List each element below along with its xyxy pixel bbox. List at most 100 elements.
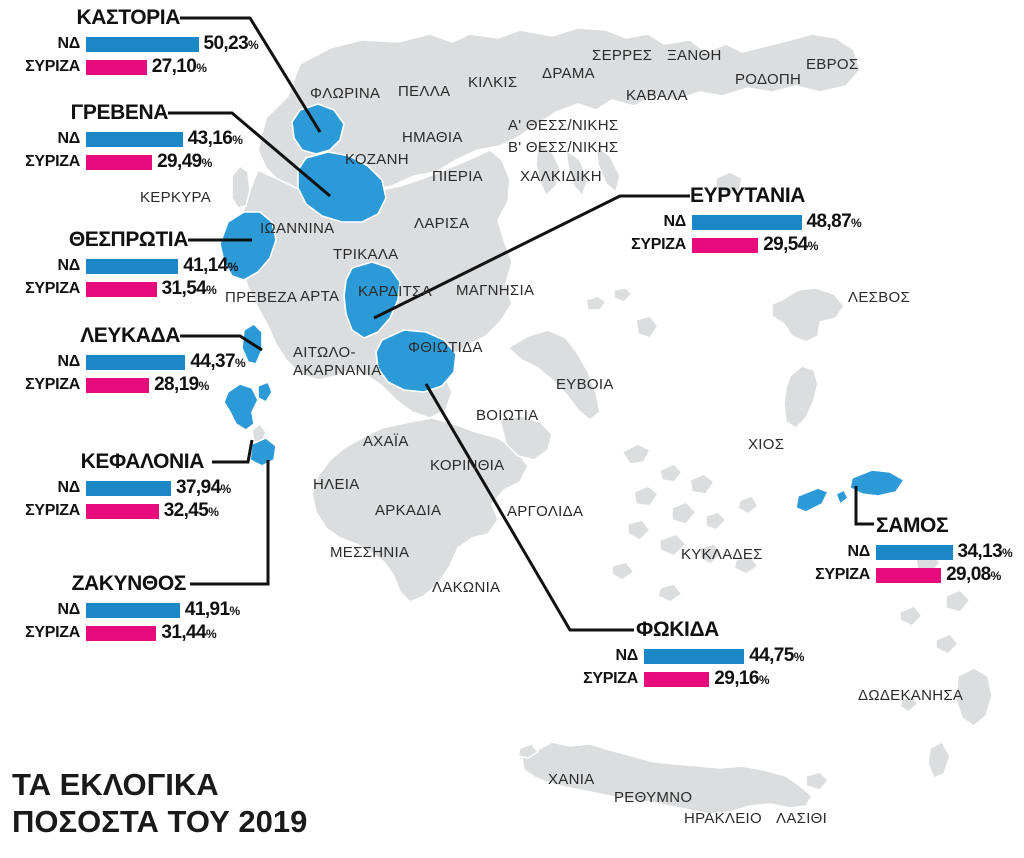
bar-syriza — [86, 377, 150, 393]
value-syriza: 31,54% — [161, 278, 217, 299]
callout-title: ΓΡΕΒΕΝΑ — [70, 101, 169, 124]
region-kyklades-3 — [689, 473, 715, 495]
bar-row-nd: ΝΔ 34,13% — [798, 541, 1013, 562]
party-label-nd: ΝΔ — [57, 601, 81, 618]
region-dodekanisa-rhodes — [955, 667, 993, 727]
callout-kefalonia[interactable]: ΚΕΦΑΛΟΝΙΑ ΝΔ 37,94% ΣΥΡΙΖΑ 32,45% — [8, 450, 231, 524]
bar-row-syriza: ΣΥΡΙΖΑ 27,10% — [8, 56, 258, 77]
region-kyklades-10 — [737, 495, 759, 515]
party-label-syriza: ΣΥΡΙΖΑ — [25, 153, 80, 170]
callout-bars: ΝΔ 41,91% ΣΥΡΙΖΑ 31,44% — [8, 599, 240, 643]
region-kyklades-1 — [621, 443, 651, 465]
value-nd: 43,16% — [187, 128, 243, 149]
region-dodekanisa-3 — [899, 605, 923, 627]
party-label-nd: ΝΔ — [615, 647, 639, 664]
region-evia — [507, 329, 601, 421]
region-dodekanisa-4 — [935, 633, 959, 655]
party-label-syriza: ΣΥΡΙΖΑ — [25, 280, 80, 297]
bar-nd — [644, 648, 745, 664]
callout-lefkada[interactable]: ΛΕΥΚΑΔΑ ΝΔ 44,37% ΣΥΡΙΖΑ 28,19% — [8, 324, 246, 398]
bar-syriza — [876, 567, 942, 583]
callout-kastoria[interactable]: ΚΑΣΤΟΡΙΑ ΝΔ 50,23% ΣΥΡΙΖΑ 27,10% — [8, 6, 259, 80]
callout-title: ΕΥΡΥΤΑΝΙΑ — [690, 184, 806, 207]
bar-row-syriza: ΣΥΡΙΖΑ 29,54% — [614, 234, 861, 255]
callout-grevena[interactable]: ΓΡΕΒΕΝΑ ΝΔ 43,16% ΣΥΡΙΖΑ 29,49% — [8, 101, 243, 175]
value-nd: 44,37% — [190, 351, 246, 372]
region-kyklades-13 — [657, 583, 683, 603]
region-kyklades-8 — [659, 533, 687, 557]
callout-samos[interactable]: ΣΑΜΟΣ ΝΔ 34,13% ΣΥΡΙΖΑ 29,08% — [798, 514, 1013, 588]
value-nd: 48,87% — [806, 211, 862, 232]
party-label-syriza: ΣΥΡΙΖΑ — [25, 376, 80, 393]
party-label-nd: ΝΔ — [57, 130, 81, 147]
bar-syriza — [86, 625, 157, 641]
bar-row-syriza: ΣΥΡΙΖΑ 29,16% — [566, 668, 804, 689]
bar-row-nd: ΝΔ 43,16% — [8, 128, 243, 149]
region-crete-west-tip — [517, 743, 539, 759]
bar-row-nd: ΝΔ 44,75% — [566, 645, 805, 666]
bar-row-syriza: ΣΥΡΙΖΑ 32,45% — [8, 500, 231, 521]
bar-row-nd: ΝΔ 37,94% — [8, 477, 232, 498]
region-skyros — [635, 315, 659, 339]
bar-row-syriza: ΣΥΡΙΖΑ 31,54% — [8, 278, 238, 299]
region-ikaria-highlight — [795, 487, 829, 513]
bar-syriza — [86, 503, 159, 519]
bar-nd — [692, 214, 802, 230]
value-nd: 41,14% — [183, 255, 239, 276]
value-syriza: 29,54% — [763, 234, 819, 255]
map-base-regions — [219, 27, 993, 815]
callout-title: ΚΕΦΑΛΟΝΙΑ — [80, 450, 205, 473]
party-label-syriza: ΣΥΡΙΖΑ — [25, 502, 80, 519]
callout-bars: ΝΔ 43,16% ΣΥΡΙΖΑ 29,49% — [8, 128, 243, 172]
party-label-nd: ΝΔ — [57, 353, 81, 370]
party-label-nd: ΝΔ — [663, 213, 687, 230]
callout-bars: ΝΔ 34,13% ΣΥΡΙΖΑ 29,08% — [798, 541, 1013, 585]
region-sporades-2 — [613, 287, 633, 303]
bar-nd — [86, 36, 199, 52]
region-chalkidiki-peninsula — [535, 141, 561, 197]
region-kyklades-12 — [611, 561, 635, 581]
region-kyklades-6 — [705, 511, 727, 531]
region-fourni-highlight — [835, 489, 849, 505]
callout-evrytania[interactable]: ΕΥΡΥΤΑΝΙΑ ΝΔ 48,87% ΣΥΡΙΖΑ 29,54% — [614, 184, 862, 258]
region-limnos — [715, 171, 743, 195]
party-label-nd: ΝΔ — [57, 479, 81, 496]
region-macedonia-thrace — [257, 27, 861, 201]
value-nd: 34,13% — [957, 541, 1013, 562]
bar-row-nd: ΝΔ 48,87% — [614, 211, 862, 232]
bar-nd — [876, 544, 953, 560]
region-crete — [521, 741, 813, 815]
party-label-syriza: ΣΥΡΙΖΑ — [25, 624, 80, 641]
party-label-syriza: ΣΥΡΙΖΑ — [631, 236, 686, 253]
bar-nd — [86, 131, 183, 147]
bar-row-syriza: ΣΥΡΙΖΑ 31,44% — [8, 622, 240, 643]
callout-bars: ΝΔ 41,14% ΣΥΡΙΖΑ 31,54% — [8, 255, 239, 299]
bar-nd — [86, 354, 186, 370]
value-nd: 44,75% — [749, 645, 805, 666]
bar-syriza — [692, 237, 759, 253]
value-syriza: 32,45% — [163, 500, 219, 521]
bar-row-nd: ΝΔ 50,23% — [8, 33, 259, 54]
region-kyklades-5 — [671, 501, 697, 525]
callout-zakynthos[interactable]: ΖΑΚΥΝΘΟΣ ΝΔ 41,91% ΣΥΡΙΖΑ 31,44% — [8, 572, 240, 646]
region-peloponnese — [311, 417, 529, 603]
region-thesprotia-highlight — [219, 211, 277, 281]
value-nd: 37,94% — [176, 477, 231, 498]
callout-fokida[interactable]: ΦΩΚΙΔΑ ΝΔ 44,75% ΣΥΡΙΖΑ 29,16% — [566, 618, 804, 692]
region-kyklades-7 — [627, 519, 651, 541]
bar-syriza — [86, 154, 153, 170]
region-kyklades-11 — [733, 555, 759, 575]
party-label-syriza: ΣΥΡΙΖΑ — [583, 670, 638, 687]
callout-bars: ΝΔ 48,87% ΣΥΡΙΖΑ 29,54% — [614, 211, 862, 255]
region-dodekanisa-karpathos — [927, 741, 951, 779]
region-kyklades-2 — [659, 463, 683, 483]
callout-title: ΣΑΜΟΣ — [876, 514, 949, 537]
region-dodekanisa-2 — [945, 589, 971, 613]
bar-row-syriza: ΣΥΡΙΖΑ 29,08% — [798, 564, 1012, 585]
value-syriza: 29,08% — [946, 564, 1002, 585]
bar-row-syriza: ΣΥΡΙΖΑ 29,49% — [8, 151, 243, 172]
bar-nd — [86, 258, 179, 274]
callout-thesprotia[interactable]: ΘΕΣΠΡΩΤΙΑ ΝΔ 41,14% ΣΥΡΙΖΑ 31,54% — [8, 228, 238, 302]
region-chalkidiki-athos — [595, 145, 621, 193]
region-kyklades-4 — [633, 485, 659, 507]
